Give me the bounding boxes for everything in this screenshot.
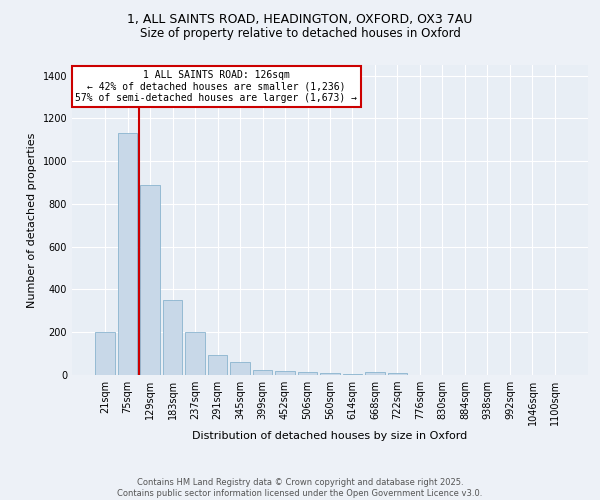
Bar <box>343 374 362 375</box>
Bar <box>163 300 182 375</box>
Text: Contains HM Land Registry data © Crown copyright and database right 2025.
Contai: Contains HM Land Registry data © Crown c… <box>118 478 482 498</box>
Bar <box>118 134 137 375</box>
Bar <box>388 373 407 375</box>
Bar <box>298 372 317 375</box>
Text: Size of property relative to detached houses in Oxford: Size of property relative to detached ho… <box>140 28 460 40</box>
Bar <box>140 184 160 375</box>
Text: 1 ALL SAINTS ROAD: 126sqm
← 42% of detached houses are smaller (1,236)
57% of se: 1 ALL SAINTS ROAD: 126sqm ← 42% of detac… <box>76 70 358 103</box>
Bar <box>253 370 272 375</box>
Text: 1, ALL SAINTS ROAD, HEADINGTON, OXFORD, OX3 7AU: 1, ALL SAINTS ROAD, HEADINGTON, OXFORD, … <box>127 12 473 26</box>
Bar <box>275 370 295 375</box>
Bar <box>230 362 250 375</box>
Bar <box>185 332 205 375</box>
Bar <box>208 354 227 375</box>
Bar <box>320 373 340 375</box>
Bar <box>95 332 115 375</box>
Y-axis label: Number of detached properties: Number of detached properties <box>27 132 37 308</box>
Bar <box>365 372 385 375</box>
X-axis label: Distribution of detached houses by size in Oxford: Distribution of detached houses by size … <box>193 430 467 440</box>
